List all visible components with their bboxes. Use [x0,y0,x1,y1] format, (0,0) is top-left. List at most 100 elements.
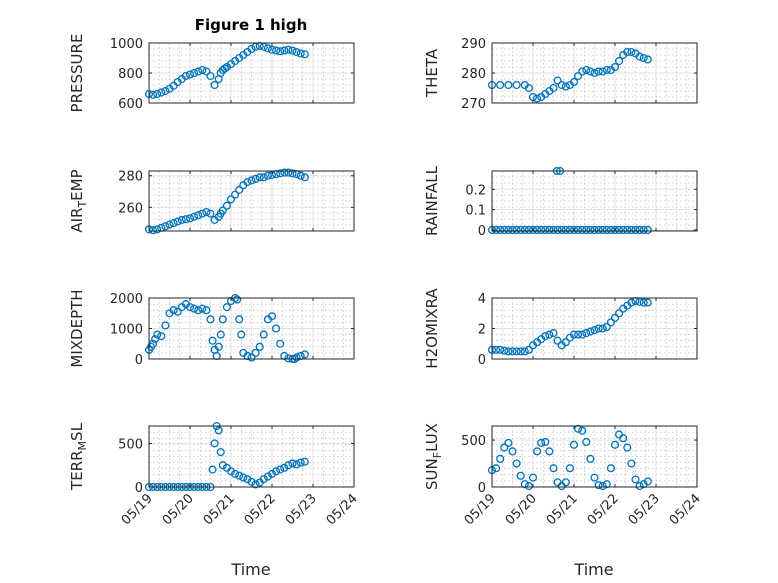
y-axis-label: TERRMSL [68,422,89,491]
data-point [598,482,607,491]
data-point [582,329,591,338]
data-point [222,303,231,312]
data-point [212,351,221,361]
subplot-mixdepth: 0 1000 2000 MIXDEPTH [68,289,355,368]
data-point [627,298,636,307]
data-point [569,225,579,235]
data-point [639,298,648,307]
data-point [216,330,225,339]
data-point [496,80,505,90]
data-point [235,315,244,324]
data-point [553,76,562,85]
data-point [208,465,217,474]
data-point [606,225,615,235]
data-point [276,47,285,56]
x-axis-label-right: Time [573,560,613,579]
data-point [280,46,289,55]
y-tick-label: 0 [478,481,486,496]
data-point [206,315,215,324]
data-point [263,44,272,53]
data-point [549,83,558,93]
data-point [157,332,166,341]
data-point [537,225,546,235]
data-point [631,475,640,484]
data-point [272,324,281,333]
data-point [214,342,223,351]
data-point [533,225,542,235]
data-point [602,322,611,332]
data-point [157,88,166,97]
data-point [578,426,587,435]
y-tick-label: 500 [118,437,143,452]
data-point [643,225,652,235]
y-tick-label: 0 [478,353,486,368]
data-point [288,46,297,55]
data-point [259,475,268,484]
data-point [598,67,607,76]
data-point [292,353,301,362]
data-point [292,170,301,179]
y-tick-label: 0 [135,353,143,368]
data-point [276,169,285,178]
y-tick-label: 0 [478,224,486,239]
y-tick-label: 0 [135,481,143,496]
data-point [545,330,554,339]
data-point [214,426,223,435]
data-point [606,318,615,327]
subplot-theta: 270 280 290 THETA [423,37,698,112]
data-point [610,225,620,235]
data-point [615,225,624,235]
data-point [635,52,644,61]
data-point [218,206,227,215]
data-point [185,70,195,79]
data-point [190,304,199,313]
data-point [508,447,517,456]
data-point [149,339,158,348]
data-point [300,350,309,359]
data-point [569,77,579,87]
data-point [296,171,305,180]
data-point [263,472,272,481]
data-point [177,215,186,224]
data-point [557,80,566,90]
data-point [300,457,309,466]
data-point [516,347,525,356]
data-point [524,225,533,235]
data-point [288,169,297,178]
data-point [574,71,583,81]
data-point [218,461,227,470]
data-point [590,473,599,482]
data-point [202,208,211,217]
data-point [602,225,611,235]
y-tick-label: 0.2 [465,183,486,198]
y-tick-label: 800 [118,67,143,82]
data-point [251,480,260,489]
data-point [504,347,513,356]
figure-title: Figure 1 high [195,16,308,34]
data-point [173,307,182,316]
data-point [594,225,603,235]
y-axis-label: THETA [423,48,441,98]
data-point [288,459,297,468]
data-point [208,336,217,345]
data-point [627,225,636,235]
data-point [574,424,583,433]
subplot-h2omixra: 0 2 4 H2OMIXRA [423,288,698,369]
data-point [561,225,570,235]
x-tick-label: 05/20 [160,491,197,528]
data-point [582,225,591,235]
x-tick-label: 05/22 [585,491,622,528]
data-point [222,201,231,210]
data-point [615,309,624,318]
data-point [276,339,285,348]
y-axis-label: PRESSURE [68,34,86,113]
x-tick-label: 05/21 [201,491,238,528]
data-point [218,315,227,324]
data-point [574,225,583,235]
series-theta [487,47,652,103]
data-point [574,330,583,339]
data-point [565,225,574,235]
y-tick-label: 600 [118,97,143,112]
subplot-air_temp: 260 280 AIRTEMP [68,168,355,235]
y-axis-label: RAINFALL [423,165,441,236]
